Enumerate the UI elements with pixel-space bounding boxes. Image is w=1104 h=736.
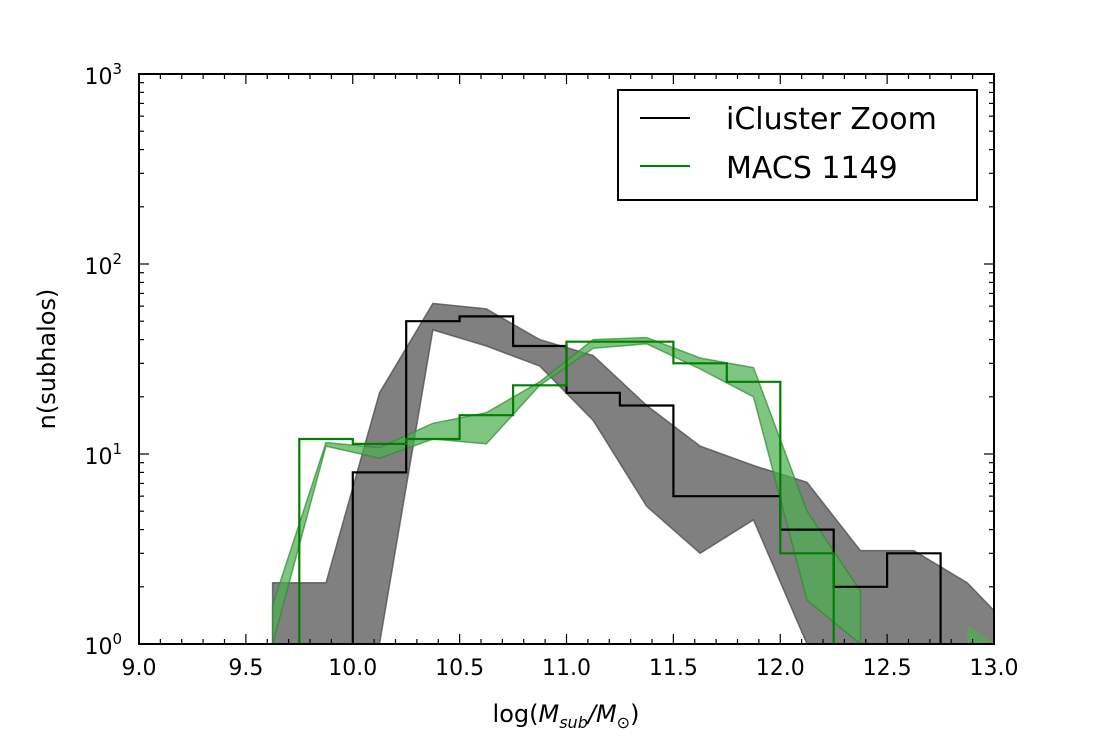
x-axis-title: log(Msub/M⊙)	[493, 700, 640, 732]
y-tick-label: 100	[84, 630, 122, 660]
y-tick-label-exponent: 0	[112, 630, 122, 648]
y-axis-title: n(subhalos)	[33, 289, 61, 430]
band-macs-tail	[967, 625, 994, 644]
x-tick-labels: 9.0 9.5 10.0 10.5 11.0 11.5 12.0 12.5 13.0	[122, 656, 1019, 681]
y-tick-label-base: 10	[84, 445, 112, 470]
y-tick-label: 103	[84, 60, 122, 90]
x-axis-title-sub2: ⊙	[617, 713, 630, 732]
x-tick-label: 10.5	[435, 656, 484, 681]
x-axis-title-sub1: sub	[559, 713, 588, 732]
x-tick-label: 10.0	[328, 656, 377, 681]
y-tick-label: 101	[84, 440, 122, 470]
y-tick-label: 102	[84, 250, 122, 280]
uncertainty-bands	[271, 302, 995, 646]
x-axis-title-prefix: log(	[493, 700, 539, 728]
plot-frame	[138, 73, 995, 645]
step-lines	[298, 315, 942, 644]
x-tick-label: 9.0	[122, 656, 157, 681]
y-tick-label-exponent: 1	[112, 440, 122, 458]
y-tick-label-base: 10	[84, 65, 112, 90]
y-tick-label-base: 10	[84, 635, 112, 660]
x-axis-title-m1: M	[539, 700, 560, 728]
step-line-icluster	[351, 315, 942, 644]
x-tick-label: 9.5	[228, 656, 263, 681]
x-tick-label: 12.0	[756, 656, 805, 681]
x-tick-label: 13.0	[970, 656, 1019, 681]
x-tick-label: 11.0	[542, 656, 591, 681]
x-axis-title-suffix: )	[630, 700, 639, 728]
step-line-macs	[298, 340, 835, 644]
x-axis-title-m2: M	[596, 700, 617, 728]
band-icluster	[271, 302, 995, 645]
x-axis-title-slash: /	[586, 700, 599, 728]
x-tick-label: 12.5	[863, 656, 912, 681]
y-tick-label-exponent: 2	[112, 250, 122, 268]
legend: iCluster Zoom MACS 1149	[617, 89, 978, 201]
x-tick-label: 11.5	[649, 656, 698, 681]
legend-frame	[617, 89, 978, 201]
legend-label-macs: MACS 1149	[726, 151, 898, 186]
y-tick-label-base: 10	[84, 255, 112, 280]
y-tick-label-exponent: 3	[112, 60, 122, 78]
legend-label-icluster: iCluster Zoom	[726, 102, 937, 137]
